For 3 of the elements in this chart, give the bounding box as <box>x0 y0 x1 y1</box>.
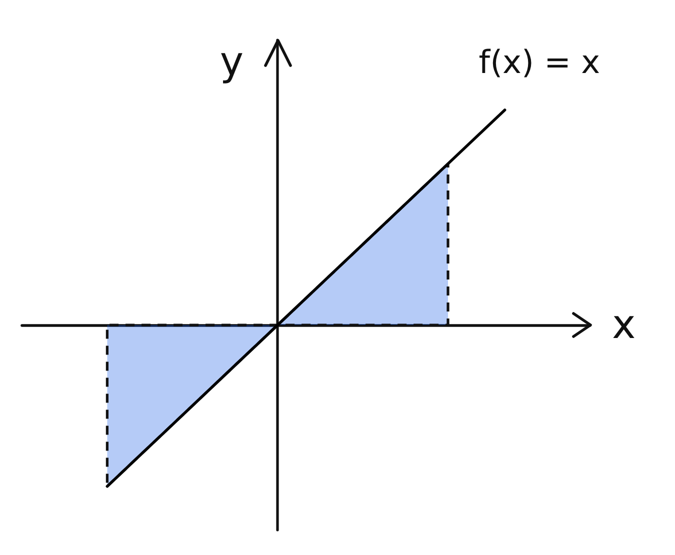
series-label: f(x) = x <box>478 43 600 81</box>
x-axis-title: x <box>612 302 636 348</box>
y-axis-title: y <box>220 39 244 85</box>
